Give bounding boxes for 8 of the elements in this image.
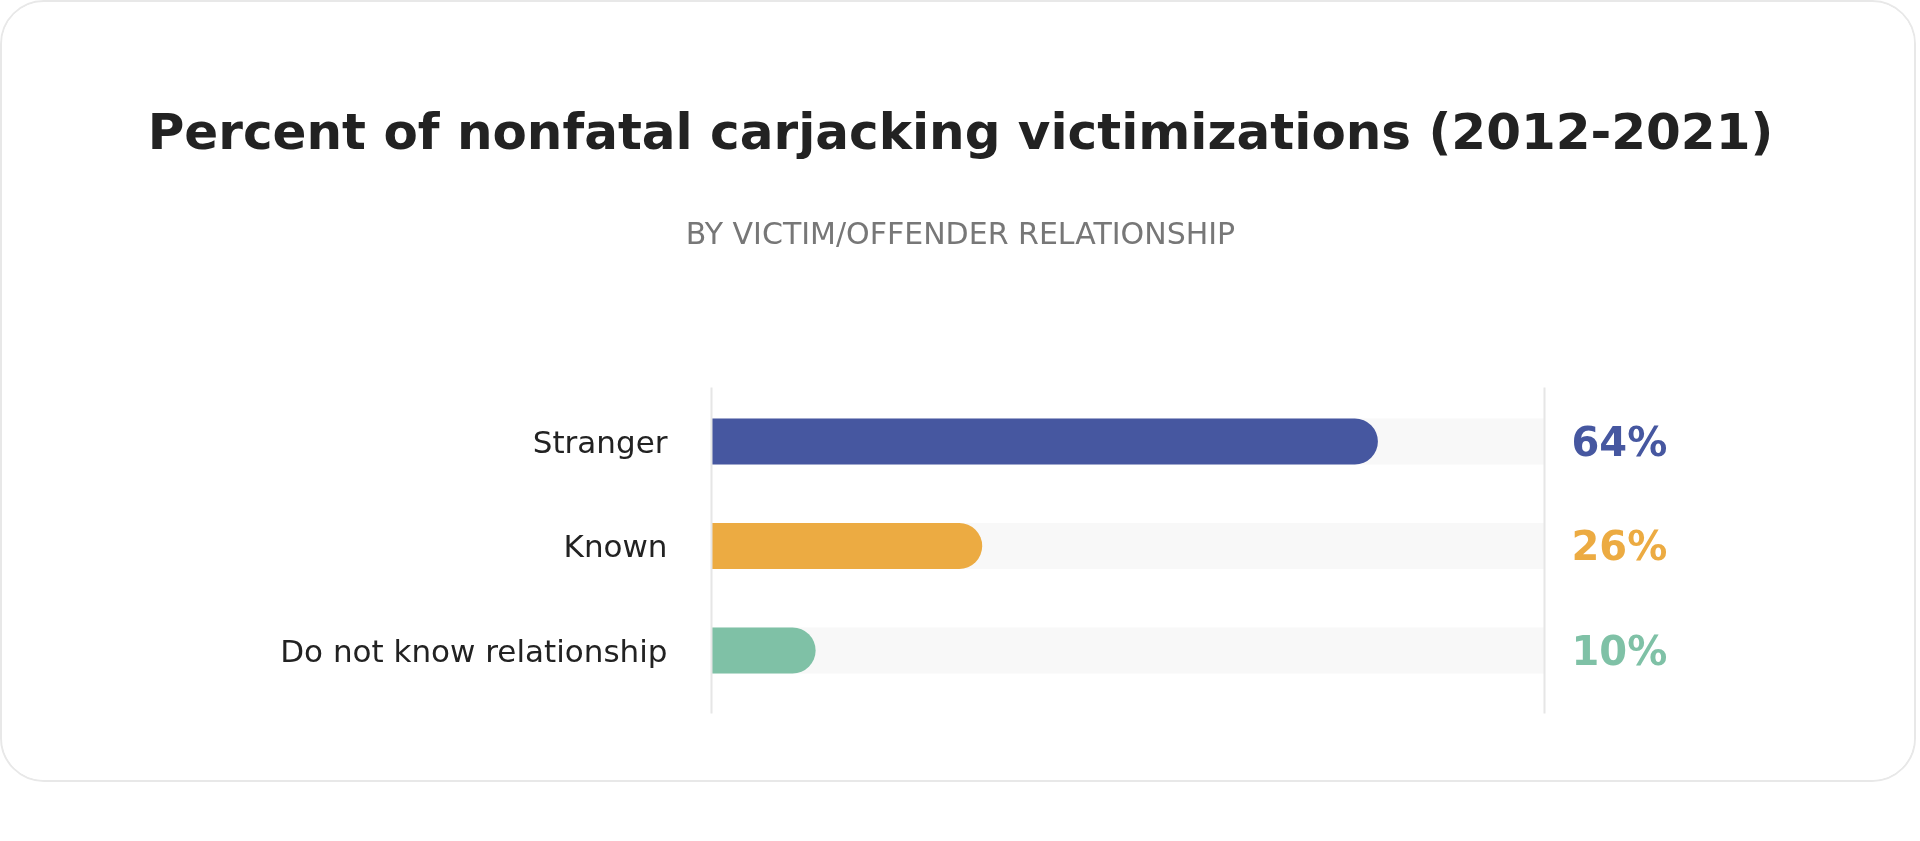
y-tick-label: Known [563,528,668,564]
data-label: 10% [1571,627,1668,674]
y-tick-label: Stranger [532,423,668,460]
data-label: 26% [1571,523,1668,569]
y-tick-label: Do not know relationship [280,632,668,669]
chart-title: Percent of nonfatal carjacking victimizations (2012-2021) [147,102,1774,161]
chart-subtitle: BY VICTIM/OFFENDER RELATIONSHIP [685,216,1236,251]
data-label: 64% [1571,418,1668,465]
